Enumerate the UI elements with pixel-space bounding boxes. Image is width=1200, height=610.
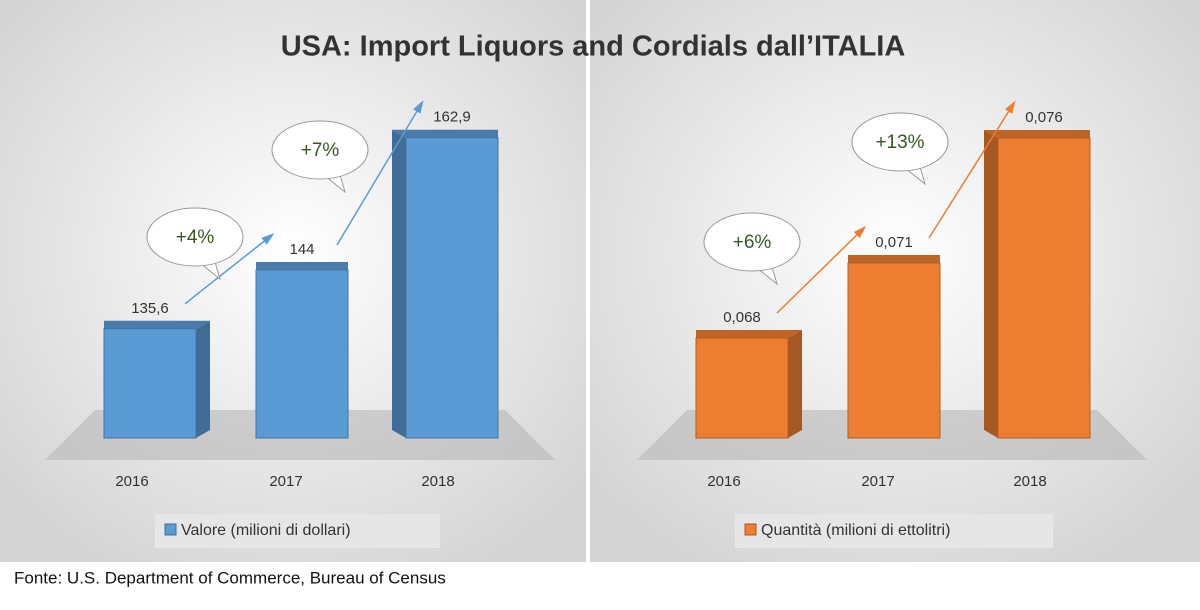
callout-patch: [325, 170, 341, 176]
callout-patch: [200, 257, 216, 263]
x-tick-label: 2016: [707, 473, 740, 490]
value-label: 0,071: [875, 234, 913, 251]
value-label: 162,9: [433, 109, 471, 126]
bar: [695, 337, 789, 439]
value-label: 135,6: [131, 300, 169, 317]
bar: [103, 328, 197, 439]
value-label: 0,068: [723, 309, 761, 326]
annotation: +4%: [176, 227, 215, 248]
bar-side: [196, 320, 210, 438]
chart: 0,068 2016 0,071 2017 0,076 2018 +6% +13% Quanti…: [637, 100, 1147, 548]
legend-swatch: [164, 523, 177, 536]
legend-swatch: [744, 523, 757, 536]
bar-top: [848, 255, 940, 263]
bar: [997, 137, 1091, 439]
bar-side: [788, 330, 802, 438]
callout: [146, 207, 244, 267]
x-tick-label: 2017: [269, 473, 302, 490]
arrow-head: [1004, 100, 1016, 114]
bar-top: [984, 130, 1090, 138]
arrow-head: [413, 100, 424, 114]
legend-label: Valore (milioni di dollari): [181, 522, 351, 539]
chart: 135,6 2016 144 2017 162,9 2018 +4% +7% Valore (m…: [45, 100, 555, 548]
callout: [271, 120, 369, 180]
legend-box: [735, 514, 1053, 548]
legend-label: Quantità (milioni di ettolitri): [761, 522, 950, 539]
value-label: 0,076: [1025, 109, 1063, 126]
arrow-head: [853, 225, 867, 239]
trend-arrow: [184, 234, 273, 305]
bar-top: [104, 320, 210, 329]
bar-side: [984, 130, 998, 438]
x-tick-label: 2018: [1013, 473, 1046, 490]
annotation: +13%: [875, 132, 924, 153]
value-label: 144: [289, 241, 314, 258]
x-tick-label: 2018: [421, 473, 454, 490]
legend-box: [155, 514, 440, 548]
x-tick-label: 2017: [861, 473, 894, 490]
arrow-head: [261, 233, 275, 245]
source: Fonte: U.S. Department of Commerce, Bure…: [14, 568, 446, 587]
annotation: +7%: [301, 140, 340, 161]
bar-side: [392, 129, 406, 438]
callout-patch: [757, 262, 773, 268]
trend-arrow: [928, 102, 1015, 239]
trend-arrow: [776, 227, 865, 314]
trend-arrow: [336, 102, 423, 246]
x-tick-label: 2016: [115, 473, 148, 490]
callout: [703, 212, 801, 272]
bar: [847, 262, 941, 439]
callout-patch: [905, 162, 921, 168]
bar: [405, 137, 499, 439]
bar-top: [392, 129, 498, 138]
annotation: +6%: [733, 232, 772, 253]
bar-top: [696, 330, 802, 338]
callout: [851, 112, 949, 172]
bar: [255, 269, 349, 439]
bar-top: [256, 262, 348, 270]
title: USA: Import Liquors and Cordials dall’IT…: [281, 31, 906, 63]
